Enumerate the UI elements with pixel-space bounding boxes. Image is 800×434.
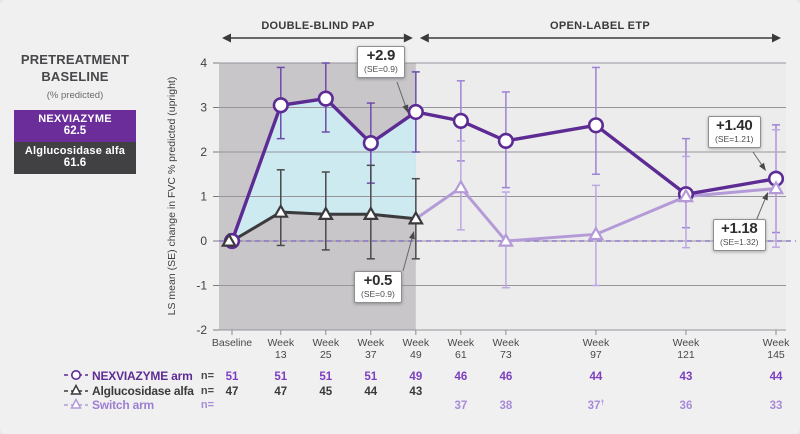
pretreatment-subtitle: (% predicted) (46, 89, 104, 101)
svg-text:49: 49 (410, 349, 422, 361)
svg-text:51: 51 (226, 371, 239, 383)
n-equals-label: n= (200, 384, 214, 397)
svg-text:45: 45 (319, 386, 332, 398)
svg-text:Baseline: Baseline (212, 337, 252, 349)
nexviazyme-line (230, 96, 777, 242)
annotation-se: (SE=1.21) (715, 133, 754, 144)
annotation-week49-nexviazyme: +2.9 (SE=0.9) (357, 46, 405, 78)
pretreatment-title: PRETREATMENT BASELINE (20, 52, 130, 84)
svg-text:4: 4 (200, 56, 207, 70)
legend-row-switch: Switch arm n= (64, 397, 214, 412)
svg-text:Week: Week (448, 337, 475, 349)
svg-text:38: 38 (499, 400, 512, 412)
svg-text:51: 51 (274, 371, 287, 383)
svg-text:46: 46 (454, 371, 467, 383)
svg-text:Week: Week (493, 337, 520, 349)
y-axis-title: LS mean (SE) change in FVC % predicted (… (166, 76, 178, 316)
alglucosidase-baseline-value: 61.6 (63, 156, 87, 169)
svg-text:51: 51 (364, 371, 377, 383)
annotation-value: +0.5 (363, 272, 393, 289)
dark-triangle-marker-icon (64, 384, 88, 397)
light-triangle-marker-icon (64, 398, 88, 411)
phase-label-double-blind: DOUBLE-BLIND PAP (261, 20, 375, 32)
phase-label-open-label: OPEN-LABEL ETP (550, 20, 650, 32)
annotation-value: +2.9 (366, 47, 396, 64)
legend-row-alglucosidase: Alglucosidase alfa n= (64, 383, 214, 398)
n-equals-label: n= (200, 398, 214, 411)
svg-text:44: 44 (590, 371, 603, 383)
svg-text:97: 97 (590, 349, 602, 361)
annotation-value: +1.18 (721, 220, 758, 237)
svg-text:Week: Week (673, 337, 700, 349)
svg-text:33: 33 (770, 400, 783, 412)
svg-text:121: 121 (677, 349, 695, 361)
svg-text:43: 43 (409, 386, 422, 398)
svg-text:51: 51 (319, 371, 332, 383)
svg-text:3: 3 (200, 101, 207, 115)
annotation-se: (SE=1.32) (720, 236, 759, 247)
annotation-week145-nexviazyme: +1.40 (SE=1.21) (708, 116, 761, 148)
svg-text:37: 37 (454, 400, 467, 412)
annotation-se: (SE=0.9) (364, 63, 398, 74)
svg-text:-2: -2 (196, 323, 207, 337)
annotation-week49-alglucosidase: +0.5 (SE=0.9) (354, 271, 402, 303)
legend-label: Switch arm (92, 397, 155, 412)
nexviazyme-baseline-value: 62.5 (63, 124, 87, 137)
circle-marker-icon (64, 370, 88, 382)
svg-text:47: 47 (226, 386, 239, 398)
svg-text:13: 13 (275, 349, 287, 361)
svg-text:43: 43 (680, 371, 693, 383)
annotation-week145-switch: +1.18 (SE=1.32) (713, 219, 766, 251)
legend-label: Alglucosidase alfa (92, 383, 194, 398)
svg-text:37: 37 (365, 349, 377, 361)
nexviazyme-baseline-label: NEXVIAZYME (38, 112, 112, 125)
svg-text:49: 49 (409, 371, 422, 383)
n-equals-label: n= (200, 369, 214, 382)
annotation-se: (SE=0.9) (361, 288, 395, 299)
svg-text:36: 36 (680, 400, 693, 412)
svg-text:61: 61 (455, 349, 467, 361)
svg-text:Week: Week (403, 337, 430, 349)
svg-text:Week: Week (583, 337, 610, 349)
svg-text:47: 47 (274, 386, 287, 398)
svg-text:Week: Week (763, 337, 790, 349)
legend-label: NEXVIAZYME arm (92, 368, 193, 383)
alglucosidase-baseline-box: Alglucosidase alfa 61.6 (14, 141, 136, 174)
svg-text:Week: Week (357, 337, 384, 349)
svg-text:37†: 37† (588, 400, 605, 412)
svg-text:Week: Week (267, 337, 294, 349)
svg-text:145: 145 (767, 349, 785, 361)
svg-text:-1: -1 (196, 279, 207, 293)
alglucosidase-baseline-label: Alglucosidase alfa (24, 144, 126, 157)
pretreatment-baseline-panel: PRETREATMENT BASELINE (% predicted) NEXV… (14, 52, 136, 174)
treatment-difference-area (232, 98, 416, 241)
svg-text:2: 2 (200, 145, 207, 159)
annotation-value: +1.40 (716, 117, 753, 134)
svg-text:0: 0 (200, 234, 207, 248)
svg-text:1: 1 (200, 190, 207, 204)
svg-text:73: 73 (500, 349, 512, 361)
svg-text:Week: Week (312, 337, 339, 349)
svg-text:44: 44 (770, 371, 783, 383)
nexviazyme-baseline-box: NEXVIAZYME 62.5 (14, 109, 136, 142)
svg-text:46: 46 (499, 371, 512, 383)
svg-text:25: 25 (320, 349, 332, 361)
svg-text:44: 44 (364, 386, 377, 398)
legend-row-nexviazyme: NEXVIAZYME arm n= (64, 368, 214, 383)
